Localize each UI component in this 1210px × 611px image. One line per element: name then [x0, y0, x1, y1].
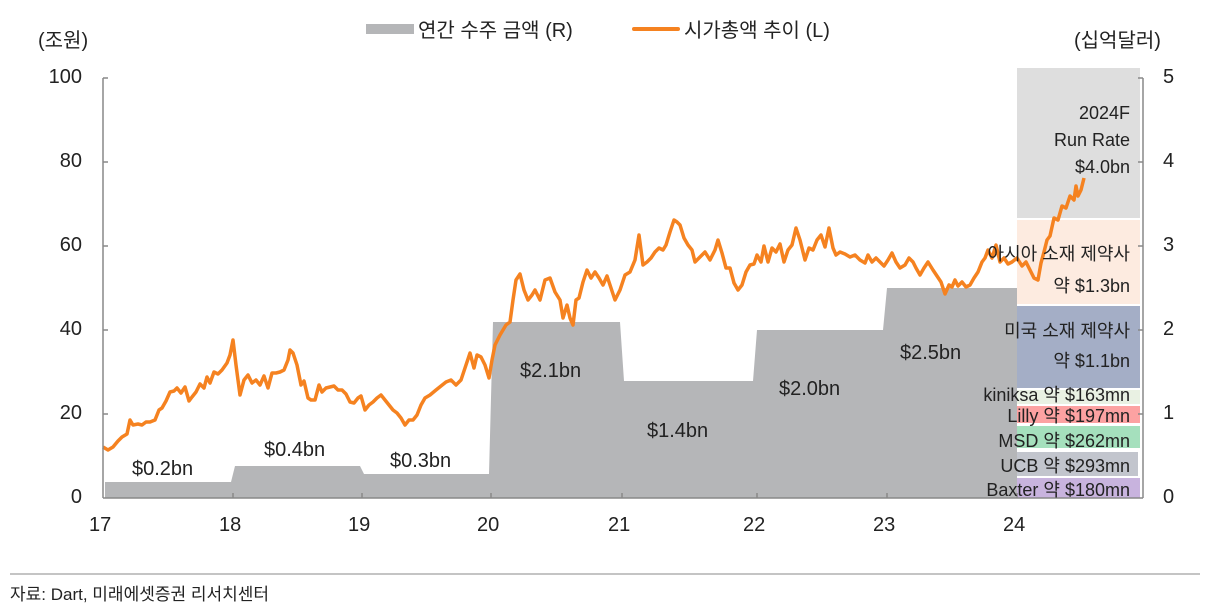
bar-label-2023: $2.5bn: [900, 342, 962, 364]
bar-label-2017: $0.2bn: [132, 458, 194, 480]
legend-bar-label: 연간 수주 금액 (R): [418, 20, 573, 42]
ucb-label: UCB 약 $293mn: [1000, 456, 1130, 476]
right-tick: 0: [1163, 486, 1175, 508]
stack-2024f: [1017, 68, 1140, 498]
left-axis-unit: (조원): [38, 30, 89, 52]
left-tick: 60: [59, 234, 82, 256]
right-tick: 3: [1163, 234, 1175, 256]
x-tick: 23: [873, 514, 896, 536]
legend-bar: 연간 수주 금액 (R): [366, 14, 573, 43]
line-swatch-icon: [632, 26, 680, 31]
x-tick: 18: [219, 514, 242, 536]
x-tick: 24: [1003, 514, 1026, 536]
annual-order-bars: [105, 288, 1017, 498]
right-tick: 5: [1163, 66, 1175, 88]
x-tick: 20: [477, 514, 500, 536]
left-tick: 20: [59, 402, 82, 424]
x-tick: 19: [348, 514, 371, 536]
axes: [102, 77, 1144, 499]
left-tick: 0: [70, 486, 82, 508]
bar-label-2018: $0.4bn: [264, 439, 326, 461]
bar-label-2022: $2.0bn: [779, 378, 841, 400]
us-label: 미국 소재 제약사 약 $1.1bn: [1004, 321, 1130, 371]
right-tick: 4: [1163, 150, 1175, 172]
left-tick: 40: [59, 318, 82, 340]
x-tick: 22: [743, 514, 766, 536]
legend-line: 시가총액 추이 (L): [632, 14, 830, 43]
left-tick: 100: [48, 66, 82, 88]
right-tick: 2: [1163, 318, 1175, 340]
source-note: 자료: Dart, 미래에셋증권 리서치센터: [10, 585, 270, 604]
right-axis-unit: (십억달러): [1074, 30, 1161, 52]
x-tick: 21: [608, 514, 631, 536]
left-tick: 80: [59, 150, 82, 172]
asia-label: 아시아 소재 제약사 약 $1.3bn: [987, 244, 1130, 296]
bar-swatch-icon: [366, 23, 414, 34]
legend-line-label: 시가총액 추이 (L): [684, 20, 830, 42]
kiniksa-label: kiniksa 약 $163mn: [983, 385, 1130, 405]
market-cap-line: [102, 177, 1086, 452]
right-tick: 1: [1163, 402, 1175, 424]
baxter-label: Baxter 약 $180mn: [986, 480, 1130, 500]
x-tick: 17: [89, 514, 112, 536]
bar-label-2020: $2.1bn: [520, 360, 582, 382]
runrate-label: 2024F Run Rate $4.0bn: [1053, 103, 1130, 177]
lilly-label: Lilly 약 $197mn: [1007, 406, 1130, 426]
bar-label-2021: $1.4bn: [647, 420, 709, 442]
bar-label-2019: $0.3bn: [390, 450, 452, 472]
msd-label: MSD 약 $262mn: [998, 431, 1130, 451]
